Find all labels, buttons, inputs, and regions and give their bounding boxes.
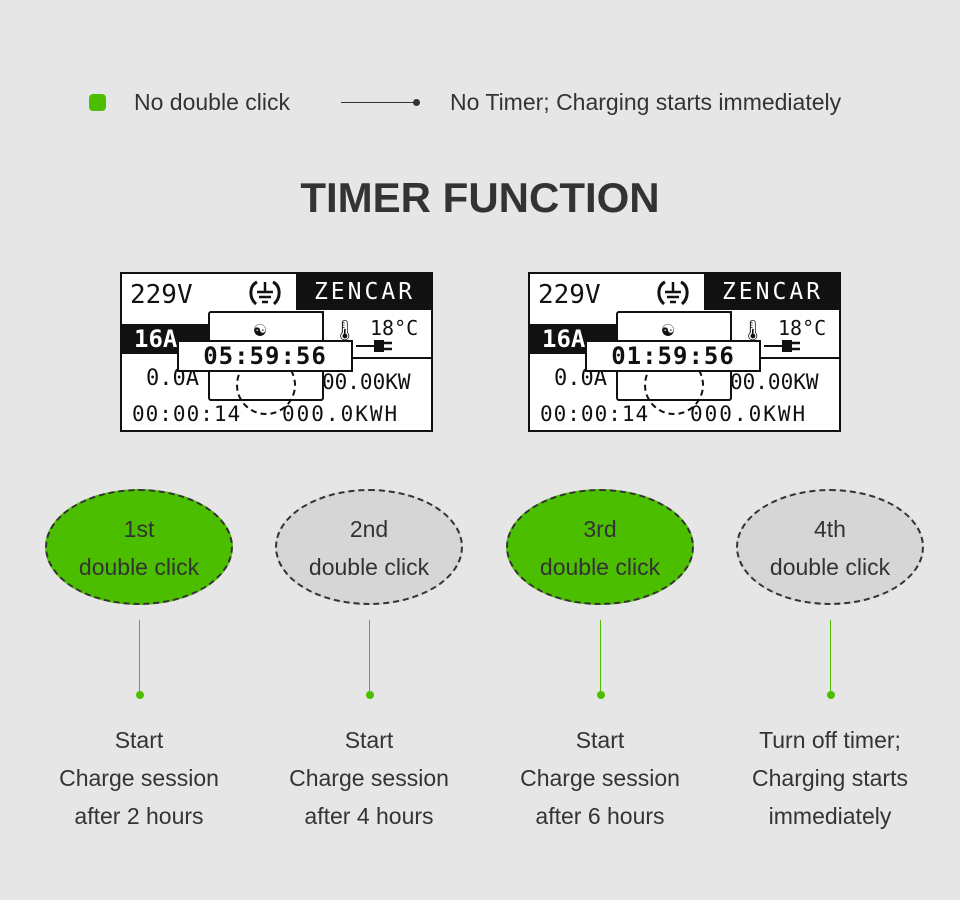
step-ordinal: 1st: [123, 516, 155, 542]
power-readout: 00.00KW: [322, 370, 411, 394]
double-click-step: 2nd double click: [275, 489, 463, 605]
charger-lcd-display: 229V ZENCAR 16A 🌡 18°C 0.0A 00.00KW ☯ 05…: [120, 272, 433, 432]
step-action: double click: [539, 554, 661, 580]
voltage-readout: 229V: [130, 280, 193, 310]
step-description-line: after 4 hours: [304, 803, 434, 829]
earth-ground-icon: [656, 278, 690, 308]
thermometer-icon: 🌡: [332, 318, 358, 342]
temperature-readout: 18°C: [778, 316, 827, 340]
step-description-line: Start: [114, 727, 164, 753]
step-action: double click: [308, 554, 430, 580]
step-connector: [600, 620, 601, 692]
step-description-line: after 6 hours: [535, 803, 665, 829]
step-ordinal: 2nd: [349, 516, 389, 542]
step-description: Start Charge session after 6 hours: [485, 721, 715, 835]
step-description-line: after 2 hours: [74, 803, 204, 829]
plug-icon: [356, 336, 396, 360]
voltage-readout: 229V: [538, 280, 601, 310]
legend-marker: [89, 94, 106, 111]
step-connector: [830, 620, 831, 692]
step-description-line: Start: [575, 727, 625, 753]
step-connector: [369, 620, 370, 692]
step-connector-dot: [135, 691, 144, 699]
step-description-line: immediately: [768, 803, 892, 829]
legend-connector: [341, 102, 416, 103]
temperature-readout: 18°C: [370, 316, 419, 340]
legend-connector-dot: [413, 99, 420, 106]
legend-condition: No double click: [134, 89, 290, 115]
double-click-step: 4th double click: [736, 489, 924, 605]
step-description: Start Charge session after 4 hours: [254, 721, 484, 835]
step-description-line: Charging starts: [752, 765, 908, 791]
step-description: Turn off timer; Charging starts immediat…: [715, 721, 945, 835]
step-description-line: Charge session: [59, 765, 219, 791]
step-action: double click: [78, 554, 200, 580]
step-connector-dot: [826, 691, 835, 699]
connector-icon: ☯: [662, 317, 675, 341]
elapsed-time-readout: 00:00:14: [132, 402, 242, 426]
double-click-step: 3rd double click: [506, 489, 694, 605]
step-description-line: Charge session: [289, 765, 449, 791]
countdown-timer: 05:59:56: [177, 340, 353, 372]
page-title: TIMER FUNCTION: [300, 174, 660, 221]
energy-readout: 000.0KWH: [282, 402, 400, 426]
step-action: double click: [769, 554, 891, 580]
double-click-step: 1st double click: [45, 489, 233, 605]
legend-result: No Timer; Charging starts immediately: [450, 89, 842, 115]
step-description-line: Turn off timer;: [759, 727, 901, 753]
power-readout: 00.00KW: [730, 370, 819, 394]
step-description: Start Charge session after 2 hours: [24, 721, 254, 835]
charger-lcd-display: 229V ZENCAR 16A 🌡 18°C 0.0A 00.00KW ☯ 01…: [528, 272, 841, 432]
thermometer-icon: 🌡: [740, 318, 766, 342]
step-ordinal: 4th: [814, 516, 846, 542]
earth-ground-icon: [248, 278, 282, 308]
step-connector-dot: [365, 691, 374, 699]
plug-icon: [764, 336, 804, 360]
step-connector-dot: [596, 691, 605, 699]
step-description-line: Charge session: [520, 765, 680, 791]
countdown-timer: 01:59:56: [585, 340, 761, 372]
step-connector: [139, 620, 140, 692]
step-ordinal: 3rd: [583, 516, 617, 542]
connector-icon: ☯: [254, 317, 267, 341]
elapsed-time-readout: 00:00:14: [540, 402, 650, 426]
energy-readout: 000.0KWH: [690, 402, 808, 426]
current-limit-readout: 16A: [122, 324, 212, 354]
brand-label: ZENCAR: [296, 274, 431, 310]
brand-label: ZENCAR: [704, 274, 839, 310]
step-description-line: Start: [344, 727, 394, 753]
